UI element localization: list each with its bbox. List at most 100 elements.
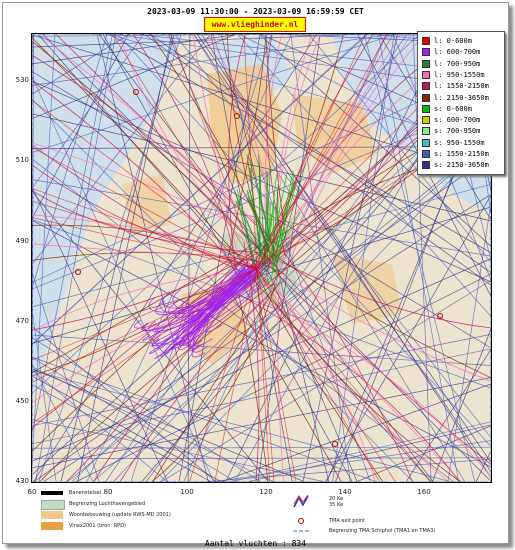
runway-label: Banenstelsel [69,490,102,496]
x-tick-label: 120 [259,488,273,496]
flight-track [151,278,267,347]
legend-label: s: 700-950m [434,127,481,136]
legend-label: s: 1550-2150m [434,150,489,158]
flight-track [246,197,276,252]
flight-track [65,273,228,482]
flight-track [141,263,261,332]
flight-track [152,281,281,482]
flight-track [151,271,254,347]
legend-swatch [422,37,430,45]
flight-track [256,268,271,482]
flight-track [160,272,247,345]
y-tick-label: 450 [15,397,29,405]
flight-track [149,34,491,273]
flight-track [108,34,491,254]
flight-track [377,34,459,482]
flight-track [258,289,450,482]
flight-track [32,217,258,270]
flight-track [256,268,297,482]
flight-track [32,309,57,482]
flight-count: Aantal vluchten : 834 [204,539,307,548]
flight-track [475,450,491,482]
flight-track [32,113,491,222]
legend-item: s: 0-600m [422,104,472,114]
flight-track [32,100,258,270]
flight-track [32,370,452,482]
legend-swatch [422,161,430,170]
flight-track [228,288,461,482]
legend-item: s: 1550-2150m [422,149,489,159]
flight-track [149,278,248,355]
flight-track [270,297,461,482]
flight-track [32,269,258,332]
flight-track [191,267,253,353]
vinex-label: Vinex2001 (bron: RPD) [69,523,126,529]
flight-track [271,34,374,253]
flight-track [255,297,491,478]
flight-track [32,268,258,424]
flight-track [32,268,258,383]
flight-track [178,268,246,351]
x-tick-label: 160 [417,488,431,496]
tma-exit-point [75,269,81,275]
legend-item: s: 700-950m [422,126,480,136]
vinex-swatch [41,522,63,530]
flight-track-map[interactable] [31,33,492,483]
flight-track [32,34,241,65]
tma-exit-label: TMA exit point [329,518,366,524]
site-link[interactable]: www.vlieghinder.nl [204,17,306,32]
flight-track [32,419,326,482]
flight-track [275,34,321,276]
tma-boundary-label: Begrenzing TMA Schiphol (TMA1 en TMA3) [329,528,436,534]
flight-track [32,214,277,265]
flight-track [256,34,366,270]
flight-track [32,326,217,482]
flight-track [160,280,491,482]
flight-track [32,271,100,482]
housing-swatch [41,511,63,519]
flight-track [32,238,268,452]
flight-track [39,282,276,482]
flight-track [258,34,491,247]
flight-track [32,270,252,377]
legend-item: l: 950-1550m [422,70,485,80]
legend-label: s: 950-1550m [434,138,485,147]
tma-exit-point [332,441,338,447]
flight-track [42,193,491,482]
flight-track [32,334,491,427]
flight-track [32,258,491,462]
x-tick-label: 80 [103,488,113,496]
flight-track [281,34,425,285]
flight-track [189,263,254,350]
flight-track [284,253,413,482]
legend-item: l: 0-600m [422,36,472,46]
altitude-legend: l: 0-600m l: 600-700m l: 700-950m l: 950-15… [417,31,505,175]
flight-track [264,34,282,272]
flight-track [210,34,293,482]
legend-label: s: 2150-3650m [434,161,489,170]
tma-exit-point [133,89,139,95]
flight-track [32,34,325,37]
legend-item: s: 2150-3650m [422,160,489,170]
legend-item: l: 1550-2150m [422,81,489,91]
map-window: 2023-03-09 11:30:00 - 2023-03-09 16:59:5… [2,2,509,548]
flight-track [32,144,255,278]
flight-track [32,146,491,149]
flight-track [257,249,491,329]
flight-track [243,34,258,270]
tma-exit-point [234,113,240,119]
legend-label: l: 700-950m [434,59,481,68]
flight-track [32,348,491,445]
legend-item: s: 950-1550m [422,138,485,148]
legend-item: l: 600-700m [422,47,480,57]
flight-track [228,34,246,275]
flight-track [60,34,175,482]
map-key: Banenstelsel Begrenzing Luchthavengebied… [31,483,490,538]
flight-track [256,34,388,270]
flight-track [32,34,56,469]
north-sea-water [32,34,182,394]
flight-track [33,155,491,482]
flight-track [119,294,270,482]
flight-track [253,249,491,465]
flight-track [201,34,491,478]
